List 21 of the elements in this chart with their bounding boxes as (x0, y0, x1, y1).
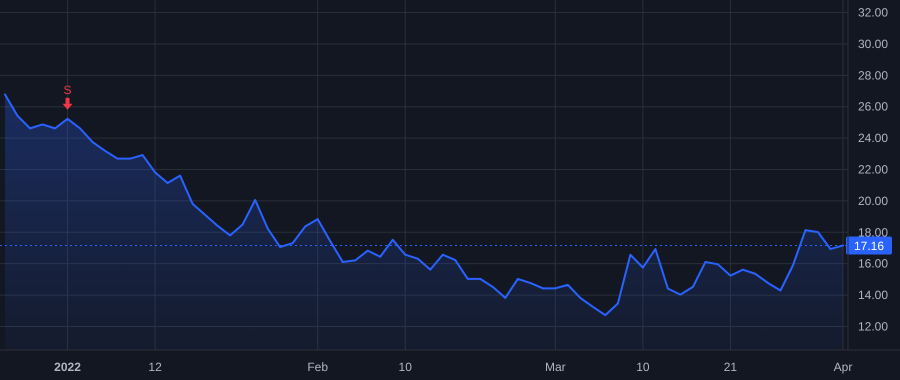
y-tick-label: 16.00 (858, 256, 888, 271)
y-tick-label: 22.00 (858, 162, 888, 177)
y-tick-label: 18.00 (858, 225, 888, 240)
x-tick-label: 10 (398, 360, 412, 374)
y-tick-label: 14.00 (858, 288, 888, 302)
x-tick-label: Mar (544, 360, 566, 374)
x-tick-label: 2022 (54, 360, 82, 374)
y-tick-label: 24.00 (858, 131, 888, 146)
y-tick-label: 28.00 (858, 68, 888, 82)
x-tick-label: 21 (724, 360, 738, 374)
y-tick-label: 32.00 (858, 6, 888, 20)
ref-line-label: 17.16 (854, 238, 884, 253)
y-tick-label: 20.00 (858, 194, 888, 208)
x-tick-label: Feb (307, 360, 328, 374)
x-tick-label: 12 (148, 360, 162, 374)
x-tick-label: 10 (636, 360, 650, 374)
x-tick-label: Apr (834, 360, 852, 374)
y-tick-label: 30.00 (858, 36, 888, 51)
y-tick-label: 12.00 (858, 319, 888, 334)
y-tick-label: 26.00 (858, 100, 888, 114)
annotation: S (64, 82, 72, 97)
